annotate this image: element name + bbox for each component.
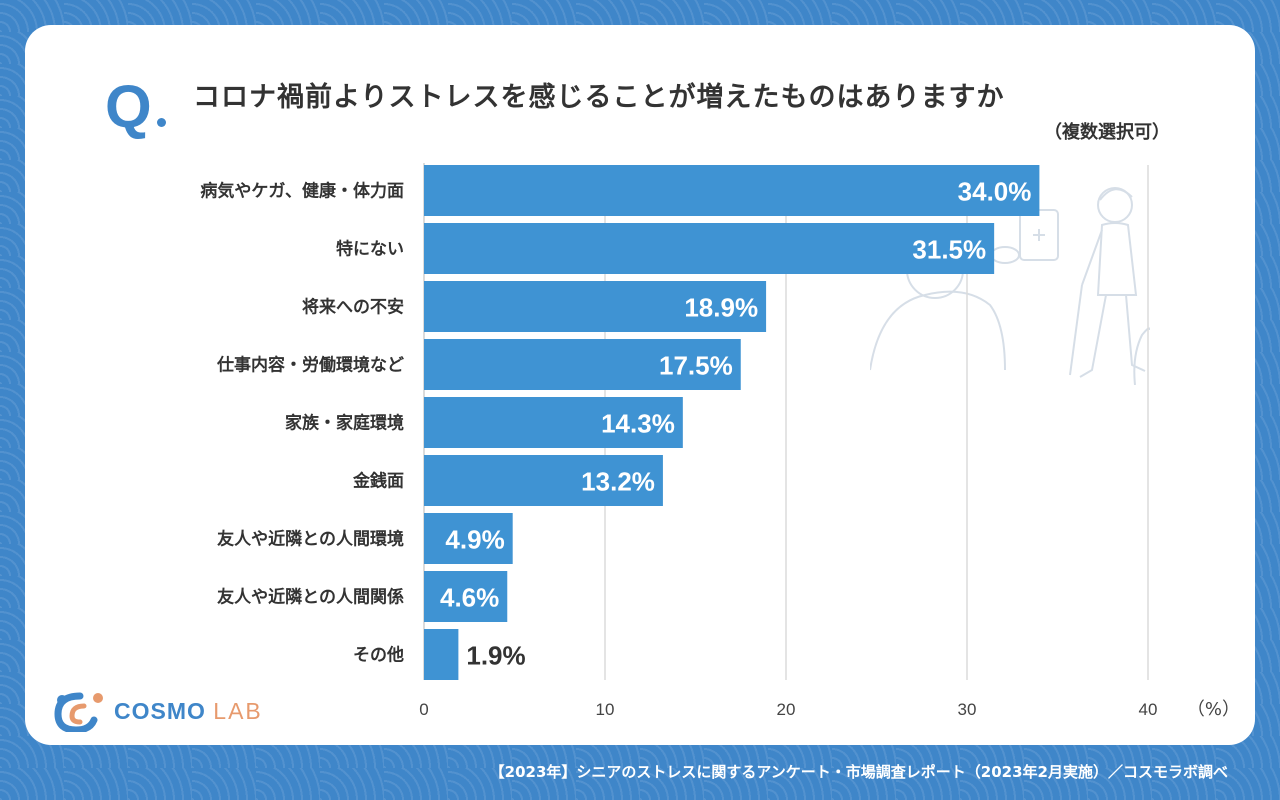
bar-5 — [424, 455, 663, 506]
category-label-5: 金銭面 — [352, 471, 404, 492]
value-label-4: 14.3% — [601, 409, 675, 439]
cosmo-lab-logo-icon — [54, 692, 103, 732]
value-label-2: 18.9% — [684, 293, 758, 323]
bar-2 — [424, 281, 767, 332]
value-label-0: 34.0% — [958, 177, 1032, 207]
bar-0 — [424, 165, 1040, 216]
category-label-3: 仕事内容・労働環境など — [216, 355, 404, 376]
category-label-6: 友人や近隣との人間環境 — [217, 529, 404, 550]
bar-1 — [424, 223, 995, 274]
logo-text: COSMO LAB — [114, 698, 263, 725]
x-axis-unit: （%） — [1187, 699, 1240, 720]
logo-name-main: COSMO — [114, 697, 206, 724]
bar-6 — [424, 513, 513, 564]
category-label-8: その他 — [353, 645, 404, 666]
cosmo-lab-logo: COSMO LAB — [50, 690, 263, 732]
x-tick-label-1: 10 — [596, 700, 615, 719]
x-tick-label-2: 20 — [777, 700, 796, 719]
x-tick-label-3: 30 — [958, 700, 977, 719]
value-label-1: 31.5% — [912, 235, 986, 265]
bar-4 — [424, 397, 683, 448]
page-subtitle: （複数選択可） — [1044, 122, 1170, 143]
x-tick-label-0: 0 — [419, 700, 428, 719]
value-label-3: 17.5% — [659, 351, 733, 381]
category-label-0: 病気やケガ、健康・体力面 — [200, 181, 404, 202]
source-footer: 【2023年】シニアのストレスに関するアンケート・市場調査レポート（2023年2… — [489, 763, 1228, 781]
category-label-2: 将来への不安 — [302, 297, 404, 318]
category-label-4: 家族・家庭環境 — [285, 413, 404, 434]
category-label-1: 特にない — [336, 239, 404, 260]
question-mark: Q — [105, 73, 166, 140]
value-label-5: 13.2% — [581, 467, 655, 497]
x-tick-label-4: 40 — [1139, 700, 1158, 719]
bar-3 — [424, 339, 741, 390]
bar-7 — [424, 571, 508, 622]
value-label-7: 4.6% — [440, 583, 499, 613]
value-label-6: 4.9% — [445, 525, 504, 555]
bar-8 — [424, 629, 459, 680]
logo-name-sub: LAB — [213, 697, 263, 724]
category-label-7: 友人や近隣との人間関係 — [217, 587, 404, 608]
page-title: コロナ禍前よりストレスを感じることが増えたものはありますか — [193, 82, 1005, 113]
value-label-8: 1.9% — [466, 641, 525, 671]
